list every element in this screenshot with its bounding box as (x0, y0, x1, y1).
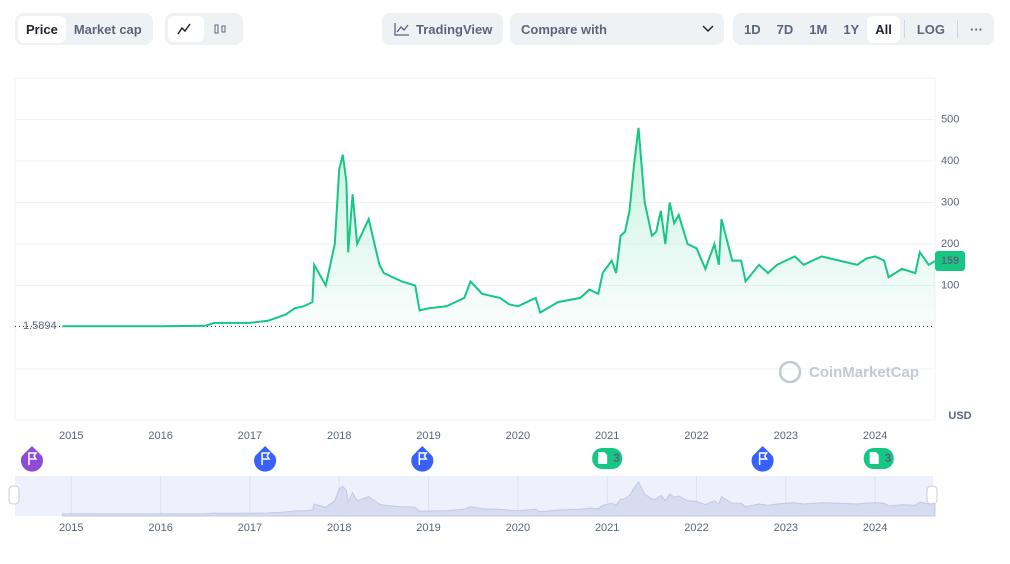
x-tick-label: 2019 (416, 430, 440, 442)
candle-button[interactable] (204, 16, 240, 42)
range-button[interactable]: 7D (776, 21, 794, 37)
event-count: 3 (613, 451, 620, 465)
x-tick-label: 2018 (327, 430, 351, 442)
chart-type-group (165, 13, 243, 45)
watermark-logo (778, 360, 802, 384)
navigator-tick-label: 2023 (774, 522, 798, 534)
event-icon (869, 452, 879, 464)
tab-group: Price Market cap (15, 13, 153, 45)
compare-select[interactable]: Compare with (510, 13, 724, 45)
tab[interactable]: Market cap (73, 21, 142, 37)
navigator-tick-label: 2016 (148, 522, 172, 534)
navigator (15, 476, 933, 516)
x-tick-label: 2023 (774, 430, 798, 442)
y-tick-label: 400 (941, 155, 959, 167)
y-tick-label: 100 (941, 279, 959, 291)
navigator-tick-label: 2020 (506, 522, 530, 534)
label: Compare with (521, 21, 607, 37)
tradingview-button[interactable]: TradingView (382, 13, 504, 45)
x-tick-label: 2021 (595, 430, 619, 442)
event-marker (20, 446, 43, 472)
event-marker (592, 448, 623, 469)
last-price-label: 159 (941, 255, 959, 267)
event-icon (261, 452, 271, 465)
line-button[interactable] (168, 16, 204, 42)
watermark: CoinMarketCap (809, 364, 919, 381)
navigator-handle[interactable] (926, 485, 938, 505)
event-icon (758, 452, 769, 465)
navigator-line (61, 481, 936, 517)
chevron (702, 25, 714, 33)
icon (394, 23, 409, 36)
price-area (62, 127, 936, 327)
navigator-tick-label: 2022 (684, 522, 708, 534)
navigator-tick-label: 2015 (59, 522, 83, 534)
unit-label: USD (948, 410, 971, 422)
separator (903, 20, 905, 38)
start-price-label: 1.5894 (23, 320, 57, 332)
event-marker (751, 446, 774, 472)
icon (177, 23, 191, 35)
label: TradingView (416, 21, 493, 37)
event-icon (28, 452, 38, 465)
x-tick-label: 2024 (863, 430, 887, 442)
price-line (62, 127, 936, 328)
event-marker (411, 446, 434, 472)
x-tick-label: 2015 (59, 430, 83, 442)
range-button[interactable]: 1Y (843, 21, 860, 37)
event-icon (418, 452, 428, 465)
event-marker (863, 448, 894, 469)
navigator-tick-label: 2017 (238, 522, 262, 534)
navigator-tick-label: 2021 (595, 522, 619, 534)
x-tick-label: 2017 (238, 430, 262, 442)
navigator-tick-label: 2024 (863, 522, 887, 534)
y-tick-label: 500 (941, 113, 959, 125)
y-tick-label: 300 (941, 196, 959, 208)
x-tick-label: 2022 (684, 430, 708, 442)
tab[interactable]: Price (18, 15, 66, 43)
navigator-tick-label: 2018 (327, 522, 351, 534)
range-button[interactable]: 1M (809, 21, 828, 37)
y-tick-label: 200 (941, 238, 959, 250)
icon (214, 24, 226, 34)
log-button[interactable]: LOG (916, 21, 946, 37)
event-count: 3 (885, 451, 892, 465)
navigator-handle[interactable] (8, 485, 20, 505)
last-price-badge (935, 251, 965, 272)
more-button[interactable]: ··· (970, 21, 984, 37)
range-button[interactable]: 1D (744, 21, 761, 37)
range-group: 1D 7D 1M 1Y All LOG ··· (733, 13, 995, 45)
event-marker (254, 446, 277, 472)
event-icon (598, 452, 608, 464)
x-tick-label: 2016 (148, 430, 172, 442)
range-button[interactable]: All (867, 15, 900, 43)
x-tick-label: 2020 (506, 430, 530, 442)
separator (957, 20, 959, 38)
navigator-tick-label: 2019 (416, 522, 440, 534)
